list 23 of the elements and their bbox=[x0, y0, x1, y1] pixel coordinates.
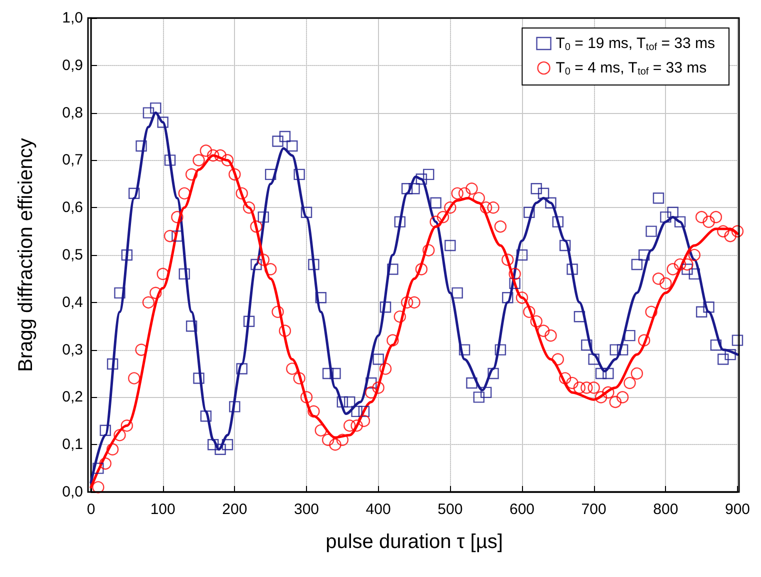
x-tick-label: 100 bbox=[150, 501, 176, 518]
x-axis-title: pulse duration τ [µs] bbox=[326, 531, 503, 553]
y-axis-title: Bragg diffraction efficiency bbox=[15, 138, 37, 372]
y-tick-label: 0,8 bbox=[62, 104, 83, 122]
y-tick-label: 0,6 bbox=[62, 199, 83, 216]
x-tick-label: 0 bbox=[86, 501, 96, 518]
x-tick-label: 600 bbox=[509, 501, 535, 518]
y-tick-label: 0,5 bbox=[62, 246, 83, 264]
x-tick-label: 900 bbox=[724, 501, 750, 518]
x-tick-label: 800 bbox=[653, 501, 678, 518]
y-tick-label: 0,4 bbox=[62, 294, 83, 311]
x-tick-label: 700 bbox=[581, 501, 606, 518]
y-tick-label: 0,3 bbox=[62, 341, 83, 358]
y-tick-label: 0,9 bbox=[62, 56, 83, 74]
x-tick-label: 400 bbox=[366, 501, 391, 518]
y-tick-label: 0,7 bbox=[62, 152, 83, 169]
x-tick-label: 200 bbox=[222, 501, 248, 518]
y-tick-label: 1,0 bbox=[62, 10, 83, 26]
x-tick-label: 300 bbox=[294, 501, 320, 518]
y-tick-label: 0,0 bbox=[62, 484, 83, 500]
y-tick-label: 0,2 bbox=[62, 388, 83, 406]
y-tick-label: 0,1 bbox=[62, 436, 83, 454]
x-tick-label: 500 bbox=[438, 501, 463, 518]
